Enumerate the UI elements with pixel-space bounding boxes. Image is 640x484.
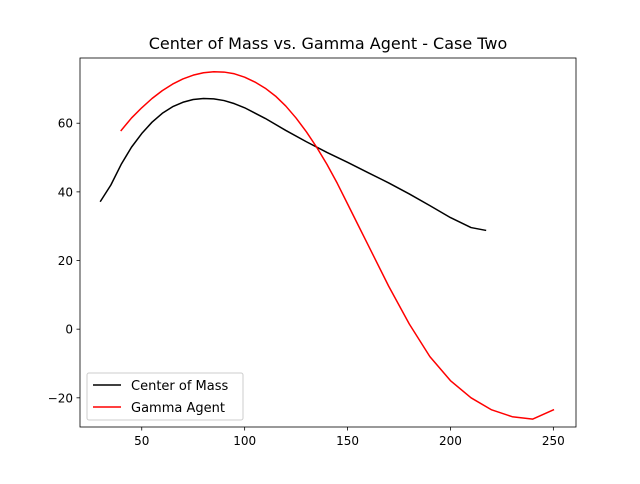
legend-label-gamma-agent: Gamma Agent: [131, 401, 225, 416]
x-axis: 50 100 150 200 250: [134, 427, 565, 448]
y-tick-label-0: 0: [65, 323, 73, 337]
x-tick-label-250: 250: [542, 434, 565, 448]
series-line-gamma-agent: [120, 70, 555, 420]
series-line-center-of-mass: [99, 97, 487, 232]
plot-area: [80, 58, 576, 427]
y-tick-label-neg20: −20: [48, 391, 73, 405]
x-tick-label-150: 150: [336, 434, 359, 448]
x-tick-label-100: 100: [233, 434, 256, 448]
y-tick-label-20: 20: [58, 254, 73, 268]
axes-frame: [79, 57, 577, 428]
x-tick-label-200: 200: [439, 434, 462, 448]
y-tick-label-60: 60: [58, 117, 73, 131]
series-layer: [99, 70, 555, 420]
y-tick-label-40: 40: [58, 185, 73, 199]
y-axis: −20 0 20 40 60: [48, 117, 80, 405]
legend: Center of Mass Gamma Agent: [86, 372, 244, 421]
chart-title: Center of Mass vs. Gamma Agent - Case Tw…: [149, 34, 508, 53]
legend-frame: [86, 372, 244, 421]
legend-label-center-of-mass: Center of Mass: [131, 379, 229, 394]
x-tick-label-50: 50: [134, 434, 149, 448]
